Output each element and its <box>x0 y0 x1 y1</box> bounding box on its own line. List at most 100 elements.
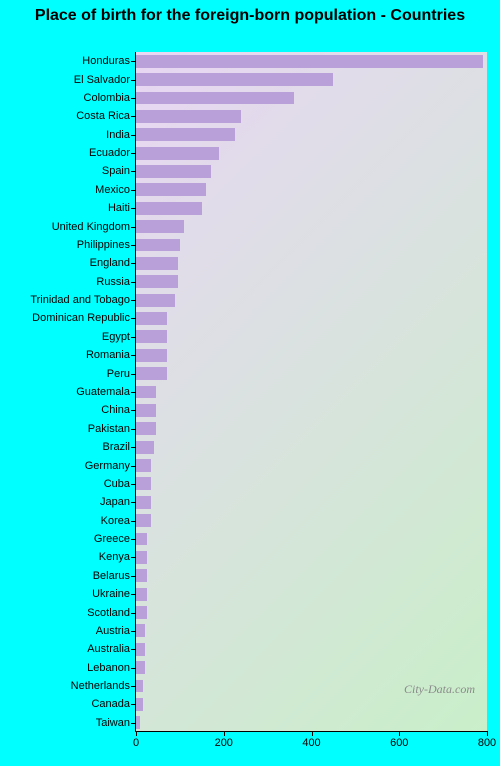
y-axis-label: El Salvador <box>74 74 136 86</box>
bar-row: Dominican Republic <box>136 309 487 327</box>
bar <box>136 422 156 435</box>
bar <box>136 606 147 619</box>
y-tick <box>131 613 136 614</box>
y-tick <box>131 153 136 154</box>
y-axis-label: Honduras <box>82 55 136 67</box>
y-tick <box>131 649 136 650</box>
bar <box>136 330 167 343</box>
bar <box>136 349 167 362</box>
y-tick <box>131 410 136 411</box>
y-tick <box>131 98 136 99</box>
bar <box>136 441 154 454</box>
y-axis-label: Ukraine <box>92 588 136 600</box>
bar <box>136 367 167 380</box>
y-axis-label: Pakistan <box>88 423 136 435</box>
bar <box>136 312 167 325</box>
y-axis-label: Taiwan <box>96 717 136 729</box>
bar <box>136 716 140 729</box>
y-tick <box>131 594 136 595</box>
bars-container: HondurasEl SalvadorColombiaCosta RicaInd… <box>136 52 487 731</box>
watermark-text: City-Data.com <box>404 682 475 697</box>
bar-row: Trinidad and Tobago <box>136 291 487 309</box>
y-tick <box>131 502 136 503</box>
bar-row: Colombia <box>136 89 487 107</box>
x-axis-label: 600 <box>390 737 408 749</box>
y-axis-label: Greece <box>94 533 136 545</box>
y-tick <box>131 318 136 319</box>
y-tick <box>131 245 136 246</box>
y-axis-label: Belarus <box>93 570 136 582</box>
y-axis-label: Germany <box>85 460 136 472</box>
y-tick <box>131 704 136 705</box>
bar-row: Germany <box>136 456 487 474</box>
plot-area: HondurasEl SalvadorColombiaCosta RicaInd… <box>135 52 487 732</box>
y-tick <box>131 686 136 687</box>
y-axis-label: Netherlands <box>71 680 136 692</box>
y-tick <box>131 282 136 283</box>
y-tick <box>131 539 136 540</box>
bar <box>136 624 145 637</box>
y-tick <box>131 227 136 228</box>
y-tick <box>131 392 136 393</box>
bar <box>136 698 143 711</box>
y-axis-label: Romania <box>86 349 136 361</box>
bar-row: Honduras <box>136 52 487 70</box>
bar-row: Philippines <box>136 236 487 254</box>
x-tick <box>312 731 313 736</box>
bar-row: Guatemala <box>136 383 487 401</box>
bar-row: Austria <box>136 622 487 640</box>
bar-row: Cuba <box>136 475 487 493</box>
bar-row: Brazil <box>136 438 487 456</box>
bar <box>136 55 483 68</box>
y-tick <box>131 484 136 485</box>
y-axis-label: Canada <box>91 698 136 710</box>
y-tick <box>131 668 136 669</box>
bar <box>136 386 156 399</box>
bar-row: Taiwan <box>136 714 487 732</box>
y-axis-label: Mexico <box>95 184 136 196</box>
bar <box>136 404 156 417</box>
x-axis-label: 200 <box>215 737 233 749</box>
y-tick <box>131 631 136 632</box>
y-tick <box>131 116 136 117</box>
bar <box>136 128 235 141</box>
bar <box>136 165 211 178</box>
y-tick <box>131 190 136 191</box>
x-axis: 0200400600800 <box>136 731 487 761</box>
x-tick <box>224 731 225 736</box>
bar <box>136 275 178 288</box>
bar <box>136 551 147 564</box>
y-axis-label: Austria <box>96 625 136 637</box>
bar <box>136 459 151 472</box>
y-axis-label: Australia <box>87 643 136 655</box>
x-tick <box>136 731 137 736</box>
bar <box>136 643 145 656</box>
y-tick <box>131 208 136 209</box>
y-axis-label: Trinidad and Tobago <box>30 294 136 306</box>
y-tick <box>131 447 136 448</box>
y-tick <box>131 576 136 577</box>
bar-row: Ukraine <box>136 585 487 603</box>
y-tick <box>131 521 136 522</box>
bar-row: Ecuador <box>136 144 487 162</box>
bar-row: China <box>136 401 487 419</box>
y-tick <box>131 355 136 356</box>
bar <box>136 147 219 160</box>
bar <box>136 514 151 527</box>
y-tick <box>131 723 136 724</box>
y-tick <box>131 171 136 172</box>
y-axis-label: United Kingdom <box>52 221 136 233</box>
y-axis-label: Colombia <box>84 92 136 104</box>
bar-row: Canada <box>136 695 487 713</box>
bar <box>136 294 175 307</box>
y-axis-label: Costa Rica <box>76 110 136 122</box>
bar-row: Peru <box>136 364 487 382</box>
y-tick <box>131 374 136 375</box>
bar-row: Australia <box>136 640 487 658</box>
bar <box>136 239 180 252</box>
bar-row: Kenya <box>136 548 487 566</box>
bar-row: El Salvador <box>136 70 487 88</box>
bar <box>136 92 294 105</box>
y-tick <box>131 61 136 62</box>
bar <box>136 110 241 123</box>
